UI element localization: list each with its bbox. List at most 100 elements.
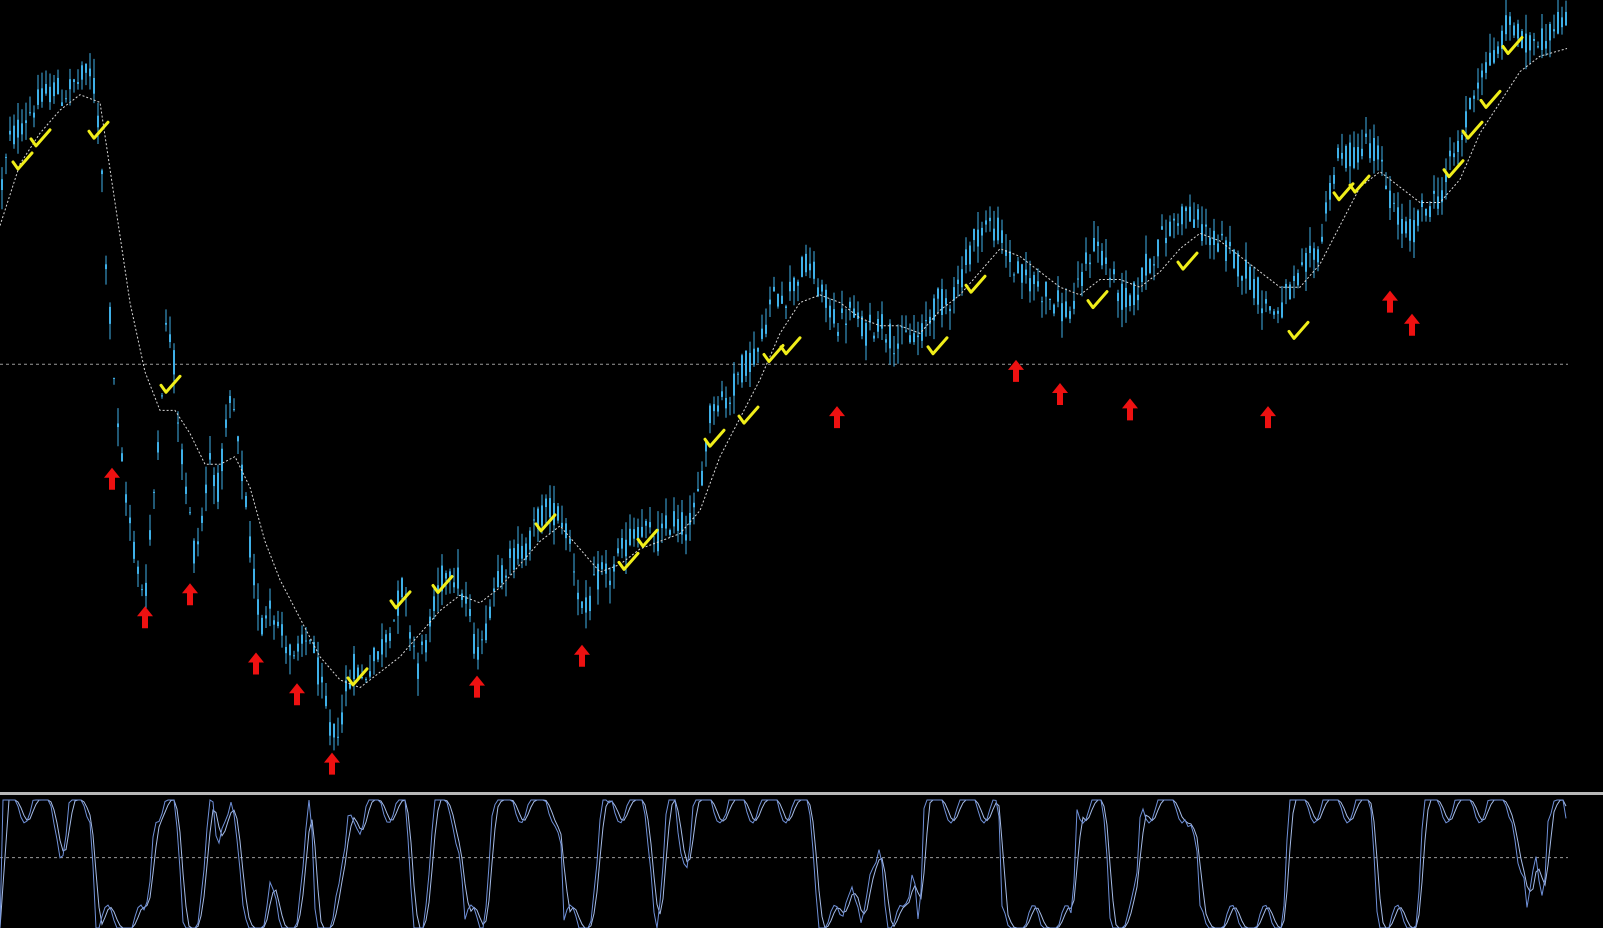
candle-body: [193, 540, 195, 564]
candle-body: [717, 405, 719, 412]
candle-body: [1021, 264, 1023, 283]
candle-body: [1321, 236, 1323, 242]
candle-body: [861, 316, 863, 337]
sell-check-icon: [11, 151, 34, 171]
sell-check-icon: [1479, 89, 1502, 109]
candle-body: [381, 639, 383, 655]
candle-body: [101, 170, 103, 175]
candle-body: [1141, 267, 1143, 283]
candle-body: [1461, 134, 1463, 140]
candle-body: [1273, 311, 1275, 315]
candle-body: [565, 523, 567, 539]
candle-body: [545, 498, 547, 508]
candle-body: [525, 543, 527, 560]
candle-body: [765, 324, 767, 334]
candle-body: [289, 644, 291, 656]
candle-body: [781, 295, 783, 304]
candle-body: [97, 115, 99, 128]
candle-body: [969, 245, 971, 265]
candle-body: [281, 624, 283, 636]
candle-body: [353, 653, 355, 680]
candle-body: [521, 545, 523, 559]
candle-body: [1257, 277, 1259, 305]
candle-body: [637, 527, 639, 541]
candle-body: [141, 589, 143, 591]
candle-body: [1125, 287, 1127, 308]
candle-body: [1561, 17, 1563, 28]
candle-body: [1237, 253, 1239, 277]
candle-body: [1413, 220, 1415, 243]
candle-body: [1481, 70, 1483, 78]
candle-body: [905, 330, 907, 332]
buy-arrow-icon: [1404, 313, 1420, 336]
candle-body: [1329, 183, 1331, 200]
candle-body: [1333, 174, 1335, 184]
candle-body: [985, 220, 987, 225]
candle-body: [1129, 295, 1131, 306]
candle-body: [1041, 301, 1043, 303]
buy-arrow-icon: [289, 683, 305, 706]
buy-arrow-icon: [1260, 406, 1276, 429]
candle-body: [1097, 241, 1099, 246]
candle-body: [897, 343, 899, 349]
candle-body: [125, 494, 127, 503]
candle-body: [981, 227, 983, 236]
candle-body: [1429, 206, 1431, 217]
candle-body: [749, 352, 751, 372]
candle-body: [13, 125, 15, 145]
candle-body: [1173, 218, 1175, 221]
sell-check-icon: [964, 274, 987, 294]
candle-body: [1489, 52, 1491, 66]
candle-body: [901, 326, 903, 328]
candle-body: [1417, 210, 1419, 226]
candle-body: [993, 228, 995, 241]
oscillator-panel: [0, 798, 1568, 928]
candle-body: [885, 339, 887, 343]
candle-body: [297, 643, 299, 652]
candle-body: [1565, 11, 1567, 26]
candle-body: [1401, 219, 1403, 234]
candle-body: [445, 573, 447, 579]
candle-body: [933, 298, 935, 321]
candle-body: [385, 634, 387, 643]
candle-body: [1057, 290, 1059, 302]
candle-body: [1033, 275, 1035, 285]
candle-body: [117, 423, 119, 428]
candle-body: [309, 640, 311, 642]
buy-arrow-icon: [469, 675, 485, 698]
candle-body: [1377, 145, 1379, 160]
candle-body: [57, 77, 59, 95]
panel-separator[interactable]: [0, 792, 1603, 795]
candle-body: [1497, 46, 1499, 54]
candle-body: [1313, 248, 1315, 260]
sell-check-icon: [703, 428, 726, 448]
candle-body: [1153, 264, 1155, 266]
candle-body: [1233, 249, 1235, 268]
candle-body: [549, 498, 551, 518]
candle-body: [1017, 261, 1019, 274]
candle-body: [1357, 147, 1359, 163]
candle-body: [217, 472, 219, 502]
buy-arrow-icon: [574, 644, 590, 667]
candle-body: [769, 299, 771, 305]
candle-body: [1361, 148, 1363, 157]
candle-body: [29, 112, 31, 114]
candle-body: [681, 512, 683, 535]
candle-body: [833, 309, 835, 324]
candle-body: [377, 651, 379, 660]
candle-body: [441, 565, 443, 592]
sell-check-icon: [1086, 290, 1109, 310]
candle-body: [5, 156, 7, 158]
candle-body: [17, 119, 19, 138]
candle-body: [153, 491, 155, 493]
candle-body: [941, 289, 943, 315]
candle-body: [473, 633, 475, 654]
sell-check-icon: [1442, 159, 1465, 179]
candle-body: [845, 323, 847, 325]
candle-body: [1485, 62, 1487, 73]
candle-body: [1241, 276, 1243, 281]
candle-body: [237, 436, 239, 442]
candle-body: [1385, 185, 1387, 190]
candle-body: [241, 464, 243, 482]
